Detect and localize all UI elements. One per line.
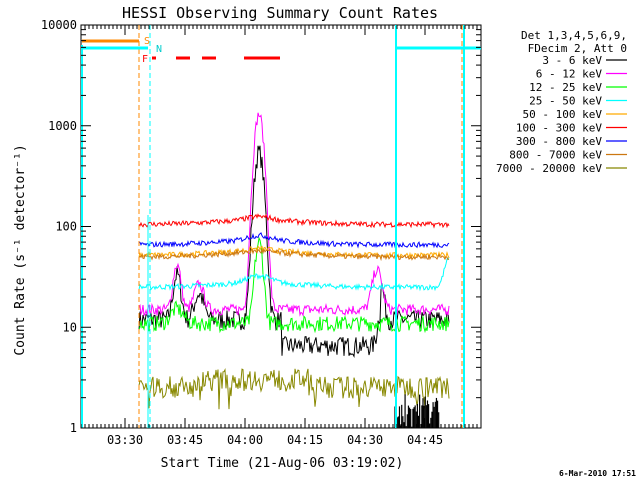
series-line-2 xyxy=(138,112,450,317)
x-tick-label: 04:45 xyxy=(407,433,443,447)
legend-entry-label: 6 - 12 keV xyxy=(536,68,603,81)
series-line-6 xyxy=(138,213,450,229)
legend-entry-label: 3 - 6 keV xyxy=(542,54,602,67)
flag-label-s: S xyxy=(144,36,150,47)
flag-label-n: N xyxy=(156,44,162,55)
series-line-4 xyxy=(138,257,450,292)
x-tick-label: 04:15 xyxy=(287,433,323,447)
series-line-1 xyxy=(138,145,450,358)
y-tick-label: 1 xyxy=(70,421,77,435)
y-tick-label: 10 xyxy=(63,320,77,334)
y-tick-label: 1000 xyxy=(48,119,77,133)
legend-header-line: Det 1,3,4,5,6,9, xyxy=(521,29,627,42)
x-tick-label: 03:45 xyxy=(167,433,203,447)
x-tick-label: 04:00 xyxy=(227,433,263,447)
footer-date: 6-Mar-2010 17:51 xyxy=(559,469,636,478)
y-tick-label: 10000 xyxy=(41,18,77,32)
plot-area: SNF xyxy=(80,24,482,429)
y-axis-label: Count Rate (s⁻¹ detector⁻¹) xyxy=(13,144,28,355)
legend-entry-label: 12 - 25 keV xyxy=(529,81,602,94)
legend-header-line: FDecim 2, Att 0 xyxy=(528,42,627,55)
series-line-3 xyxy=(138,236,450,334)
flag-label-f: F xyxy=(142,54,148,65)
legend-entry-label: 300 - 800 keV xyxy=(516,135,602,148)
series-line-7 xyxy=(138,232,450,249)
x-tick-label: 04:30 xyxy=(347,433,383,447)
legend-entry-label: 50 - 100 keV xyxy=(523,108,603,121)
x-axis: 03:30 03:45 04:00 04:15 04:30 04:45 xyxy=(80,25,482,447)
x-axis-label: Start Time (21-Aug-06 03:19:02) xyxy=(161,456,404,471)
legend: Det 1,3,4,5,6,9,FDecim 2, Att 03 - 6 keV… xyxy=(496,29,627,175)
chart-title: HESSI Observing Summary Count Rates xyxy=(122,4,438,22)
legend-entry-label: 25 - 50 keV xyxy=(529,95,602,108)
legend-entry-label: 7000 - 20000 keV xyxy=(496,162,602,175)
y-axis: 1 10 100 1000 10000 xyxy=(41,18,481,435)
legend-entry-label: 800 - 7000 keV xyxy=(509,149,602,162)
series-line-9 xyxy=(138,367,450,410)
x-tick-label: 03:30 xyxy=(107,433,143,447)
legend-entry-label: 100 - 300 keV xyxy=(516,122,602,135)
y-tick-label: 100 xyxy=(55,220,77,234)
series-line-8 xyxy=(138,247,450,262)
